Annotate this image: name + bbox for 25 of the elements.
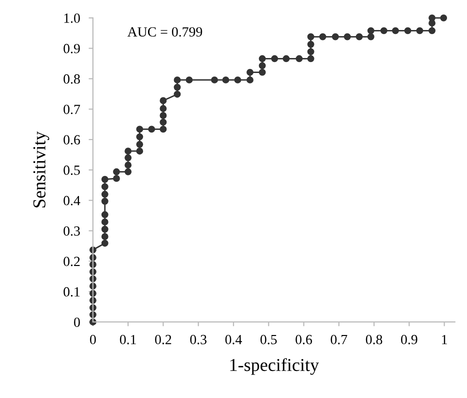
y-tick-label: 1.0	[64, 13, 80, 23]
x-tick-label: 1	[442, 334, 447, 344]
x-tick-label: 0.9	[401, 334, 418, 344]
x-tick-label: 0.8	[366, 334, 382, 344]
y-tick-label: 0.9	[64, 44, 80, 54]
annotation: AUC = 0.799	[127, 27, 202, 37]
x-tick-label: 0.6	[296, 334, 312, 344]
x-tick-label: 0.4	[225, 334, 242, 344]
x-tick-label: 0.1	[120, 334, 136, 344]
y-tick-label: 0.1	[64, 287, 80, 297]
y-tick-label: 0.5	[64, 166, 80, 175]
x-tick-label: 0.3	[190, 334, 206, 344]
y-tick-label: 0.3	[64, 226, 80, 236]
y-tick-label: 0.2	[64, 256, 80, 266]
y-tick-label: 0.6	[64, 135, 80, 145]
x-tick-label: 0.2	[155, 334, 172, 344]
x-tick-label: 0.7	[330, 334, 348, 344]
y-tick-label: 0.8	[64, 74, 80, 84]
y-tick-label: 0	[74, 318, 80, 327]
y-axis-title: Sensitivity	[33, 131, 50, 208]
x-tick-label: 0.5	[260, 334, 277, 344]
x-axis-title: 1-specificity	[230, 358, 319, 375]
y-tick-label: 0.4	[64, 196, 80, 206]
y-tick-label: 0.7	[64, 104, 80, 114]
x-tick-label: 0	[90, 334, 96, 344]
